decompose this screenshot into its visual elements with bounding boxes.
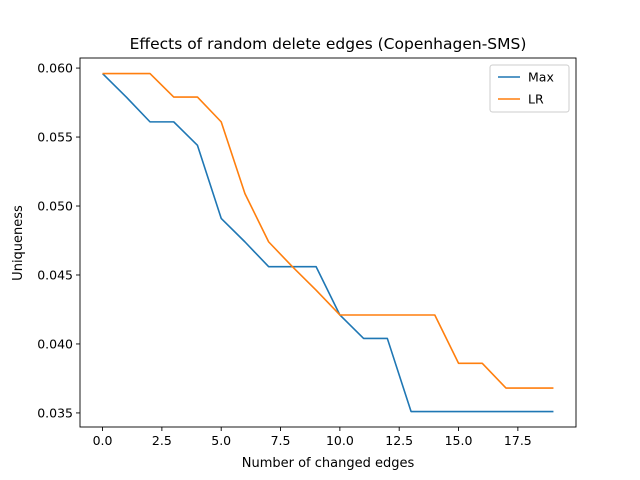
y-tick-label: 0.050	[37, 199, 73, 214]
x-axis-label: Number of changed edges	[242, 456, 415, 471]
legend: Max LR	[489, 64, 570, 113]
y-axis-label: Uniqueness	[11, 205, 26, 281]
legend-label-max: Max	[528, 70, 554, 85]
plot-frame	[79, 57, 577, 428]
x-tick-label: 5.0	[211, 433, 231, 448]
series-line-lr	[102, 72, 554, 389]
x-tick-label: 10.0	[326, 433, 354, 448]
x-tick-label: 0.0	[93, 433, 113, 448]
x-tick-label: 17.5	[504, 433, 532, 448]
x-tick-label: 12.5	[385, 433, 413, 448]
chart-title: Effects of random delete edges (Copenhag…	[130, 35, 527, 53]
y-tick-label: 0.040	[37, 336, 73, 351]
series-line-max	[101, 73, 554, 413]
x-tick-label: 7.5	[271, 433, 291, 448]
y-tick-label: 0.060	[37, 61, 73, 76]
y-tick-label: 0.045	[37, 267, 73, 282]
legend-label-lr: LR	[528, 92, 544, 107]
y-tick-label: 0.035	[37, 405, 73, 420]
y-tick-label: 0.055	[37, 130, 73, 145]
x-tick-label: 15.0	[445, 433, 473, 448]
x-tick-label: 2.5	[152, 433, 172, 448]
